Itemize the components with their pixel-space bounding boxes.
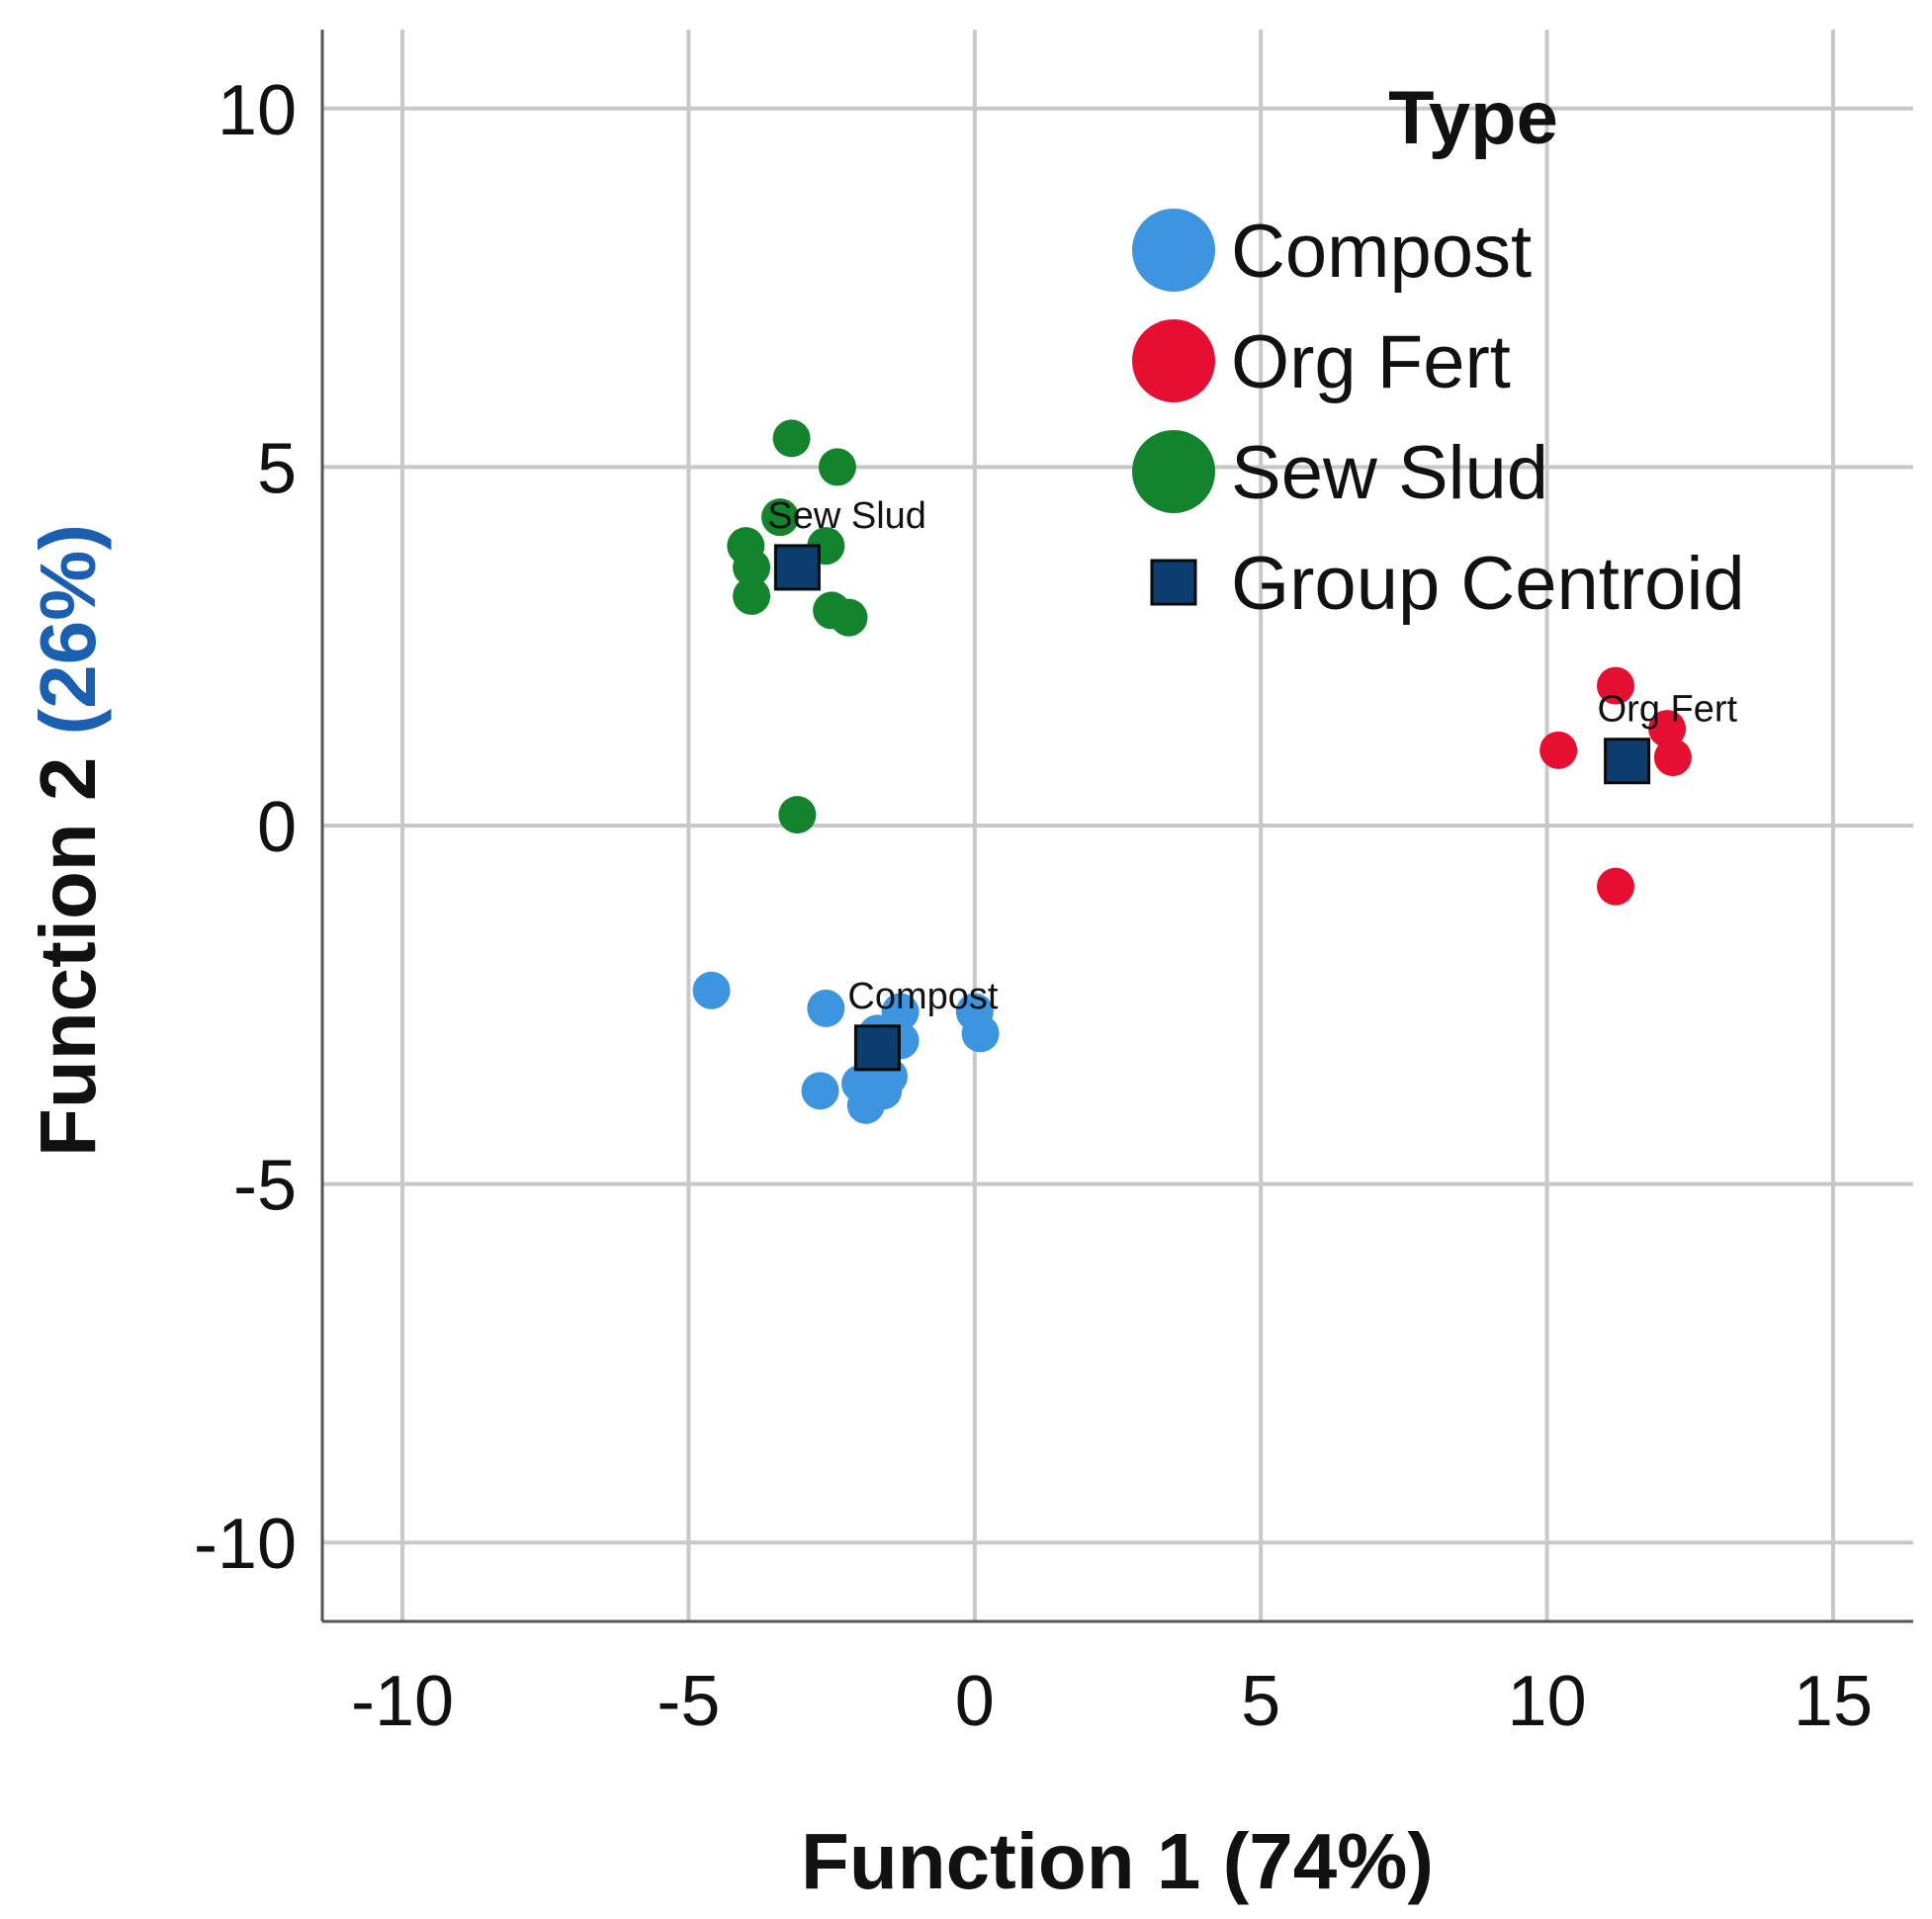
legend-entries: Compost Org Fert Sew Slud Group Centroid [1132,209,1745,626]
org-fert-point [1597,867,1635,906]
y-axis-title-percent: (26%) [24,524,112,735]
org-fert-point [1539,731,1578,769]
sew-slud-centroid-label: Sew Slud [767,495,926,537]
compost-point [692,971,731,1009]
tick-labels: -10 -5 0 5 10 15 -10 -5 0 5 10 [194,71,1873,1741]
sew-slud-point [818,448,856,486]
legend-compost-label: Compost [1231,210,1532,294]
y-tick-label: 5 [257,429,297,508]
sew-slud-centroid-marker [773,544,821,591]
compost-point [807,989,845,1027]
org-fert-point [1653,739,1692,777]
x-axis-title: Function 1 (74%) [801,1817,1434,1905]
legend-group-centroid-swatch [1150,559,1197,606]
sew-slud-point [733,576,771,615]
legend-org-fert-swatch [1132,319,1215,402]
compost-centroid-marker [853,1024,901,1072]
legend: Type Compost Org Fert Sew Slud Group Centro… [1132,76,1745,626]
org-fert-point [1648,710,1687,748]
x-tick-label: -10 [351,1662,454,1741]
compost-centroid-label: Compost [847,976,998,1017]
compost-point [864,1072,903,1110]
group-centroids: Sew Slud Org Fert Compost [767,495,1738,1072]
y-axis-title-main: Function 2 [24,735,112,1157]
x-tick-label: 10 [1508,1662,1587,1741]
x-tick-label: 5 [1241,1662,1280,1741]
legend-title: Type [1388,76,1558,160]
legend-group-centroid-label: Group Centroid [1231,542,1745,626]
sew-slud-point [761,498,800,537]
org-fert-point [1597,666,1635,705]
x-tick-label: -5 [657,1662,720,1741]
y-tick-label: -5 [233,1147,297,1226]
legend-org-fert-label: Org Fert [1231,320,1511,404]
sew-slud-point [778,796,817,834]
y-tick-label: -10 [194,1505,297,1584]
y-axis-title: Function 2 (26%) [24,524,112,1157]
sew-slud-point [733,548,771,586]
org-fert-centroid-label: Org Fert [1598,689,1738,731]
y-tick-label: 10 [218,71,297,150]
y-tick-label: 0 [257,788,297,867]
compost-point [801,1072,839,1110]
legend-sew-slud-label: Sew Slud [1231,431,1548,515]
compost-point [961,1014,1000,1053]
data-points [692,419,1692,1124]
legend-sew-slud-swatch [1132,430,1215,513]
gridlines [322,30,1913,1621]
x-tick-label: 0 [955,1662,995,1741]
sew-slud-point [830,598,868,637]
org-fert-centroid-marker [1604,738,1651,785]
x-tick-label: 15 [1794,1662,1873,1741]
sew-slud-point [772,419,811,458]
legend-compost-swatch [1132,209,1215,292]
axes [320,30,1913,1623]
